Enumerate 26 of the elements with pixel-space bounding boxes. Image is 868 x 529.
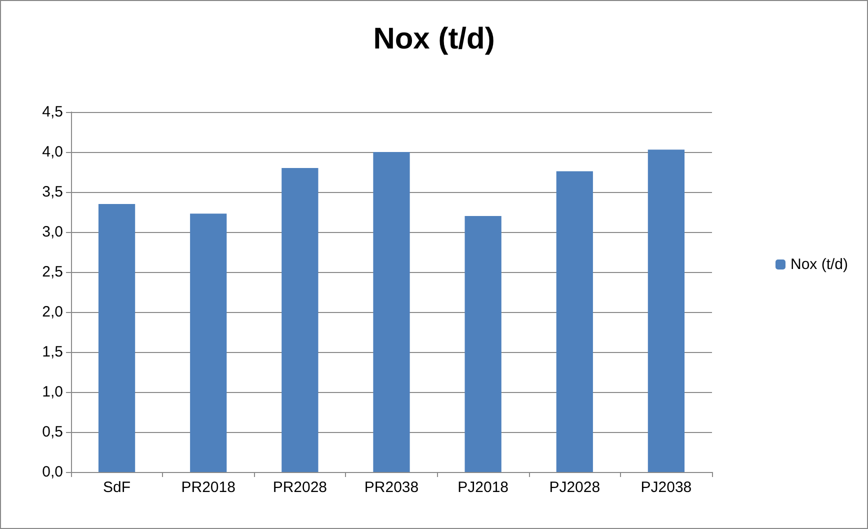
y-tick-label: 2,0 (42, 304, 63, 320)
x-tick-label: SdF (103, 479, 131, 496)
bar (556, 171, 593, 472)
legend-label: Nox (t/d) (790, 256, 848, 273)
x-tick-label: PJ2038 (640, 479, 692, 496)
y-tick-label: 1,5 (42, 344, 63, 360)
y-tick-label: 1,0 (42, 384, 63, 400)
bar (648, 150, 685, 472)
bar (373, 152, 410, 472)
x-tick-label: PJ2028 (549, 479, 600, 496)
y-tick-label: 2,5 (42, 264, 63, 280)
y-tick-label: 4,5 (42, 104, 63, 120)
y-tick-label: 0,5 (42, 424, 63, 440)
y-tick-label: 4,0 (42, 144, 63, 160)
bar (464, 216, 502, 472)
bar (98, 204, 136, 472)
y-tick-label: 0,0 (42, 464, 63, 480)
y-tick-label: 3,0 (42, 224, 63, 240)
bar (282, 168, 318, 472)
y-tick-label: 3,5 (42, 184, 63, 200)
bar (190, 214, 227, 472)
x-tick-label: PR2038 (364, 479, 419, 496)
chart-title: Nox (t/d) (373, 22, 495, 56)
x-tick-label: PR2018 (181, 479, 236, 496)
x-tick-label: PR2028 (272, 479, 328, 496)
x-tick-label: PJ2018 (458, 479, 509, 496)
